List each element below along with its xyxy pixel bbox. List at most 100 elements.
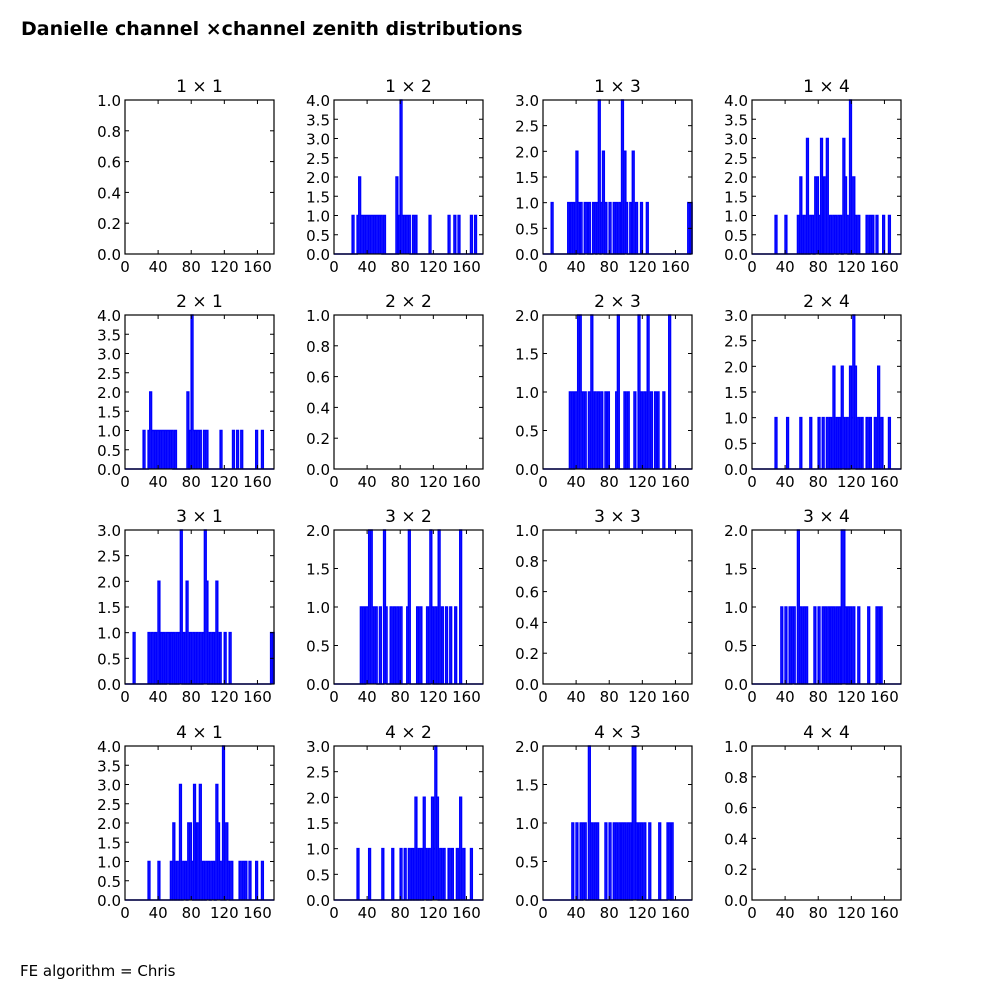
- y-tick-label: 1.0: [515, 522, 539, 540]
- histogram-series: [125, 314, 274, 470]
- y-tick-label: 3.0: [724, 131, 748, 149]
- y-tick-label: 0.5: [306, 227, 330, 245]
- x-tick-label: 160: [452, 258, 481, 276]
- subplot: 3 × 2 0.0 0.5 1.0 1.5 2.0 0 40 80 120 160: [306, 507, 484, 706]
- x-tick-label: 160: [661, 258, 690, 276]
- plot-frame: [333, 314, 484, 470]
- subplot-title: 1 × 1: [176, 77, 223, 97]
- y-tick-label: 2.0: [306, 522, 330, 540]
- y-tick-label: 0.8: [724, 769, 748, 787]
- histogram-series: [752, 99, 901, 255]
- x-tick-label: 120: [837, 688, 866, 706]
- x-tick-label: 80: [182, 904, 201, 922]
- x-tick-label: 80: [391, 473, 410, 491]
- x-tick-label: 160: [661, 904, 690, 922]
- y-tick-label: 2.0: [515, 307, 539, 325]
- y-tick-label: 2.0: [724, 358, 748, 376]
- y-tick-label: 0.0: [515, 246, 539, 264]
- subplot: 4 × 3 0.0 0.5 1.0 1.5 2.0 0 40 80 120 160: [515, 723, 693, 922]
- x-tick-label: 0: [329, 473, 339, 491]
- y-tick-label: 1.0: [306, 307, 330, 325]
- y-tick-label: 0.5: [97, 442, 121, 460]
- x-tick-label: 0: [538, 258, 548, 276]
- plot-frame: [542, 529, 693, 685]
- y-tick-label: 1.0: [515, 384, 539, 402]
- y-tick-label: 2.0: [515, 143, 539, 161]
- y-tick-label: 3.5: [97, 326, 121, 344]
- y-tick-label: 1.5: [306, 188, 330, 206]
- y-tick-label: 0.0: [306, 892, 330, 910]
- y-tick-label: 0.6: [515, 584, 539, 602]
- x-tick-label: 160: [870, 258, 899, 276]
- histogram-series: [752, 314, 901, 470]
- subplot: 3 × 3 0.0 0.2 0.4 0.6 0.8 1.0 0 40 80 120 160: [515, 507, 693, 706]
- y-tick-label: 1.5: [97, 403, 121, 421]
- x-tick-label: 40: [567, 258, 586, 276]
- y-tick-label: 0.0: [306, 461, 330, 479]
- x-tick-label: 80: [391, 904, 410, 922]
- y-tick-label: 4.0: [97, 307, 121, 325]
- y-tick-label: 2.0: [306, 789, 330, 807]
- y-tick-label: 0.5: [515, 423, 539, 441]
- x-tick-label: 160: [870, 473, 899, 491]
- histogram-series: [543, 314, 692, 470]
- y-tick-label: 1.5: [515, 777, 539, 795]
- x-tick-label: 80: [809, 473, 828, 491]
- y-tick-label: 0.0: [515, 892, 539, 910]
- subplot-title: 4 × 2: [385, 723, 432, 743]
- y-tick-label: 2.0: [306, 169, 330, 187]
- y-tick-label: 3.5: [306, 111, 330, 129]
- x-tick-label: 0: [747, 473, 757, 491]
- x-tick-label: 120: [628, 904, 657, 922]
- y-tick-label: 0.0: [724, 892, 748, 910]
- subplot: 1 × 1 0.0 0.2 0.4 0.6 0.8 1.0 0 40 80 120 160: [97, 77, 275, 276]
- subplot-title: 3 × 1: [176, 507, 223, 527]
- x-tick-label: 0: [747, 688, 757, 706]
- y-tick-label: 1.0: [515, 815, 539, 833]
- y-tick-label: 3.0: [97, 522, 121, 540]
- histogram-series: [334, 529, 483, 685]
- y-tick-label: 3.0: [306, 131, 330, 149]
- subplot: 4 × 2 0.0 0.5 1.0 1.5 2.0 2.5 3.0 0 40 80 120 160: [306, 723, 484, 922]
- plot-frame: [124, 99, 275, 255]
- y-tick-label: 1.0: [97, 92, 121, 110]
- subplot-title: 4 × 1: [176, 723, 223, 743]
- x-tick-label: 40: [358, 258, 377, 276]
- y-tick-label: 0.5: [306, 638, 330, 656]
- x-tick-label: 80: [600, 904, 619, 922]
- y-tick-label: 0.2: [306, 430, 330, 448]
- histogram-series: [334, 99, 483, 255]
- subplot-title: 3 × 4: [803, 507, 850, 527]
- y-tick-label: 2.5: [724, 333, 748, 351]
- histogram-series: [752, 529, 901, 685]
- x-tick-label: 0: [120, 258, 130, 276]
- y-tick-label: 1.0: [724, 599, 748, 617]
- x-tick-label: 80: [809, 688, 828, 706]
- y-tick-label: 0.0: [724, 246, 748, 264]
- y-tick-label: 2.5: [306, 764, 330, 782]
- x-tick-label: 0: [538, 688, 548, 706]
- y-tick-label: 1.0: [97, 423, 121, 441]
- y-tick-label: 1.0: [97, 625, 121, 643]
- x-tick-label: 0: [329, 904, 339, 922]
- subplot-title: 1 × 3: [594, 77, 641, 97]
- y-tick-label: 1.5: [724, 188, 748, 206]
- x-tick-label: 120: [419, 473, 448, 491]
- x-tick-label: 120: [210, 688, 239, 706]
- subplot: 4 × 1 0.00.51.0 1.52.02.53.0 3.54.0 0 40 80 120…: [97, 723, 275, 922]
- y-tick-label: 0.5: [515, 854, 539, 872]
- subplot-title: 2 × 1: [176, 292, 223, 312]
- histogram-series: [125, 529, 275, 685]
- x-tick-label: 160: [661, 688, 690, 706]
- subplot: 3 × 4 0.0 0.5 1.0 1.5 2.0 0 40 80 120 160: [724, 507, 902, 706]
- x-tick-label: 160: [452, 688, 481, 706]
- y-tick-label: 0.5: [306, 866, 330, 884]
- x-tick-label: 40: [776, 904, 795, 922]
- subplot: 2 × 2 0.0 0.2 0.4 0.6 0.8 1.0 0 40 80 120 160: [306, 292, 484, 491]
- y-tick-label: 1.5: [515, 346, 539, 364]
- x-tick-label: 80: [182, 258, 201, 276]
- y-tick-label: 3.0: [97, 777, 121, 795]
- subplot-title: 3 × 3: [594, 507, 641, 527]
- x-tick-label: 40: [567, 473, 586, 491]
